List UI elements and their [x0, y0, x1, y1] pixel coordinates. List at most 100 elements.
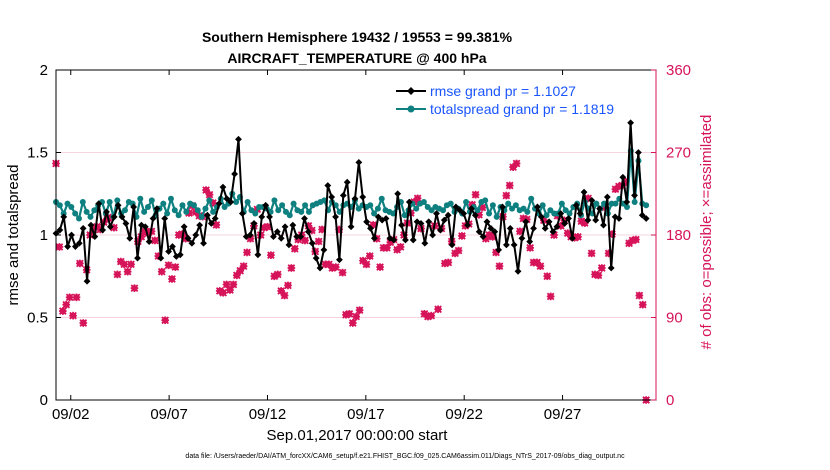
rmse-point — [223, 195, 231, 203]
rmse-point — [568, 234, 576, 242]
rmse-point — [332, 213, 339, 221]
rmse-point — [68, 231, 75, 239]
rmse-point — [343, 178, 351, 186]
rmse-point — [231, 170, 239, 178]
rmse-point — [270, 233, 277, 241]
rmse-point — [374, 213, 382, 221]
rmse-point — [180, 223, 188, 231]
rmse-point — [634, 149, 642, 156]
spread-point — [413, 205, 420, 212]
rmse-point — [588, 196, 596, 204]
rmse-point — [262, 201, 270, 209]
rmse-point — [293, 233, 301, 241]
rmse-point — [219, 183, 227, 191]
spread-point — [198, 213, 205, 220]
obs-assimilated-point — [263, 222, 272, 231]
rmse-point — [324, 182, 332, 189]
obs-assimilated-point — [273, 270, 282, 279]
rmse-point — [417, 220, 425, 227]
rmse-point — [200, 239, 207, 247]
spread-point — [68, 203, 75, 210]
spread-point — [524, 208, 531, 215]
y-tick-label: 0 — [40, 392, 48, 409]
rmse-point — [176, 251, 184, 259]
rmse-point — [207, 220, 215, 227]
y-axis-label: rmse and totalspread — [5, 165, 22, 306]
rmse-point — [619, 173, 627, 181]
rmse-point — [72, 243, 79, 250]
rmse-point — [398, 221, 405, 229]
spread-point — [286, 212, 293, 219]
obs-assimilated-point — [151, 236, 159, 245]
spread-point — [401, 212, 408, 219]
obs-assimilated-point — [454, 246, 463, 255]
obs-assimilated-point — [413, 194, 422, 203]
spread-point — [336, 208, 343, 215]
spread-point — [275, 207, 282, 214]
spread-point — [160, 200, 167, 207]
rmse-point — [565, 215, 572, 222]
rmse-point — [549, 228, 557, 236]
rmse-point — [339, 192, 347, 199]
spread-point — [167, 195, 174, 202]
x-tick-label: 09/22 — [445, 406, 483, 423]
rmse-point — [188, 239, 196, 247]
rmse-point — [320, 246, 328, 254]
obs-assimilated-point — [348, 319, 357, 327]
rmse-point — [638, 211, 646, 219]
obs-assimilated-point — [127, 260, 135, 269]
obs-assimilated-point — [65, 293, 74, 302]
spread-point — [233, 199, 240, 205]
rmse-point — [405, 198, 413, 206]
rmse-point — [421, 239, 429, 247]
rmse-point — [382, 215, 390, 222]
rmse-point — [347, 223, 355, 231]
legend-rmse-marker — [407, 87, 415, 95]
spread-point — [121, 207, 128, 214]
x-tick-label: 09/17 — [347, 406, 385, 423]
spread-point — [183, 208, 190, 215]
rmse-point — [514, 267, 522, 275]
spread-point — [631, 199, 638, 205]
obs-assimilated-point — [123, 267, 132, 276]
rmse-point — [297, 233, 305, 241]
obs-assimilated-point — [543, 272, 552, 281]
y2-tick-label: 180 — [666, 227, 691, 244]
obs-assimilated-point — [171, 263, 180, 271]
spread-point — [593, 200, 600, 207]
y-tick-label: 2 — [40, 62, 48, 79]
rmse-point — [130, 203, 138, 211]
rmse-point — [277, 234, 285, 242]
rmse-point — [394, 190, 402, 198]
rmse-point — [289, 221, 297, 229]
spread-point — [539, 202, 546, 209]
obs-assimilated-point — [72, 293, 81, 302]
rmse-point — [254, 251, 262, 259]
rmse-point — [281, 223, 289, 231]
rmse-point — [165, 248, 172, 255]
rmse-point — [351, 195, 359, 203]
rmse-point — [285, 241, 293, 249]
rmse-point — [452, 203, 460, 211]
spread-point — [279, 202, 286, 209]
spread-point — [321, 197, 328, 204]
legend: rmse grand pr = 1.1027 totalspread grand… — [396, 83, 614, 117]
rmse-point — [99, 226, 106, 234]
rmse-point — [584, 216, 592, 224]
obs-assimilated-point — [301, 236, 309, 245]
spread-point — [79, 199, 86, 205]
rmse-point — [499, 203, 506, 211]
rmse-point — [576, 210, 584, 217]
obs-assimilated-point — [267, 251, 275, 260]
rmse-point — [433, 210, 440, 217]
obs-assimilated-point — [546, 292, 555, 301]
obs-assimilated-point — [113, 270, 122, 279]
rmse-point — [273, 228, 281, 236]
spread-point — [106, 199, 113, 205]
rmse-point — [316, 264, 324, 272]
spread-point — [371, 210, 378, 217]
rmse-point — [596, 205, 603, 212]
rmse-point — [250, 220, 258, 227]
x-tick-label: 09/07 — [150, 406, 188, 423]
rmse-point — [468, 205, 475, 212]
